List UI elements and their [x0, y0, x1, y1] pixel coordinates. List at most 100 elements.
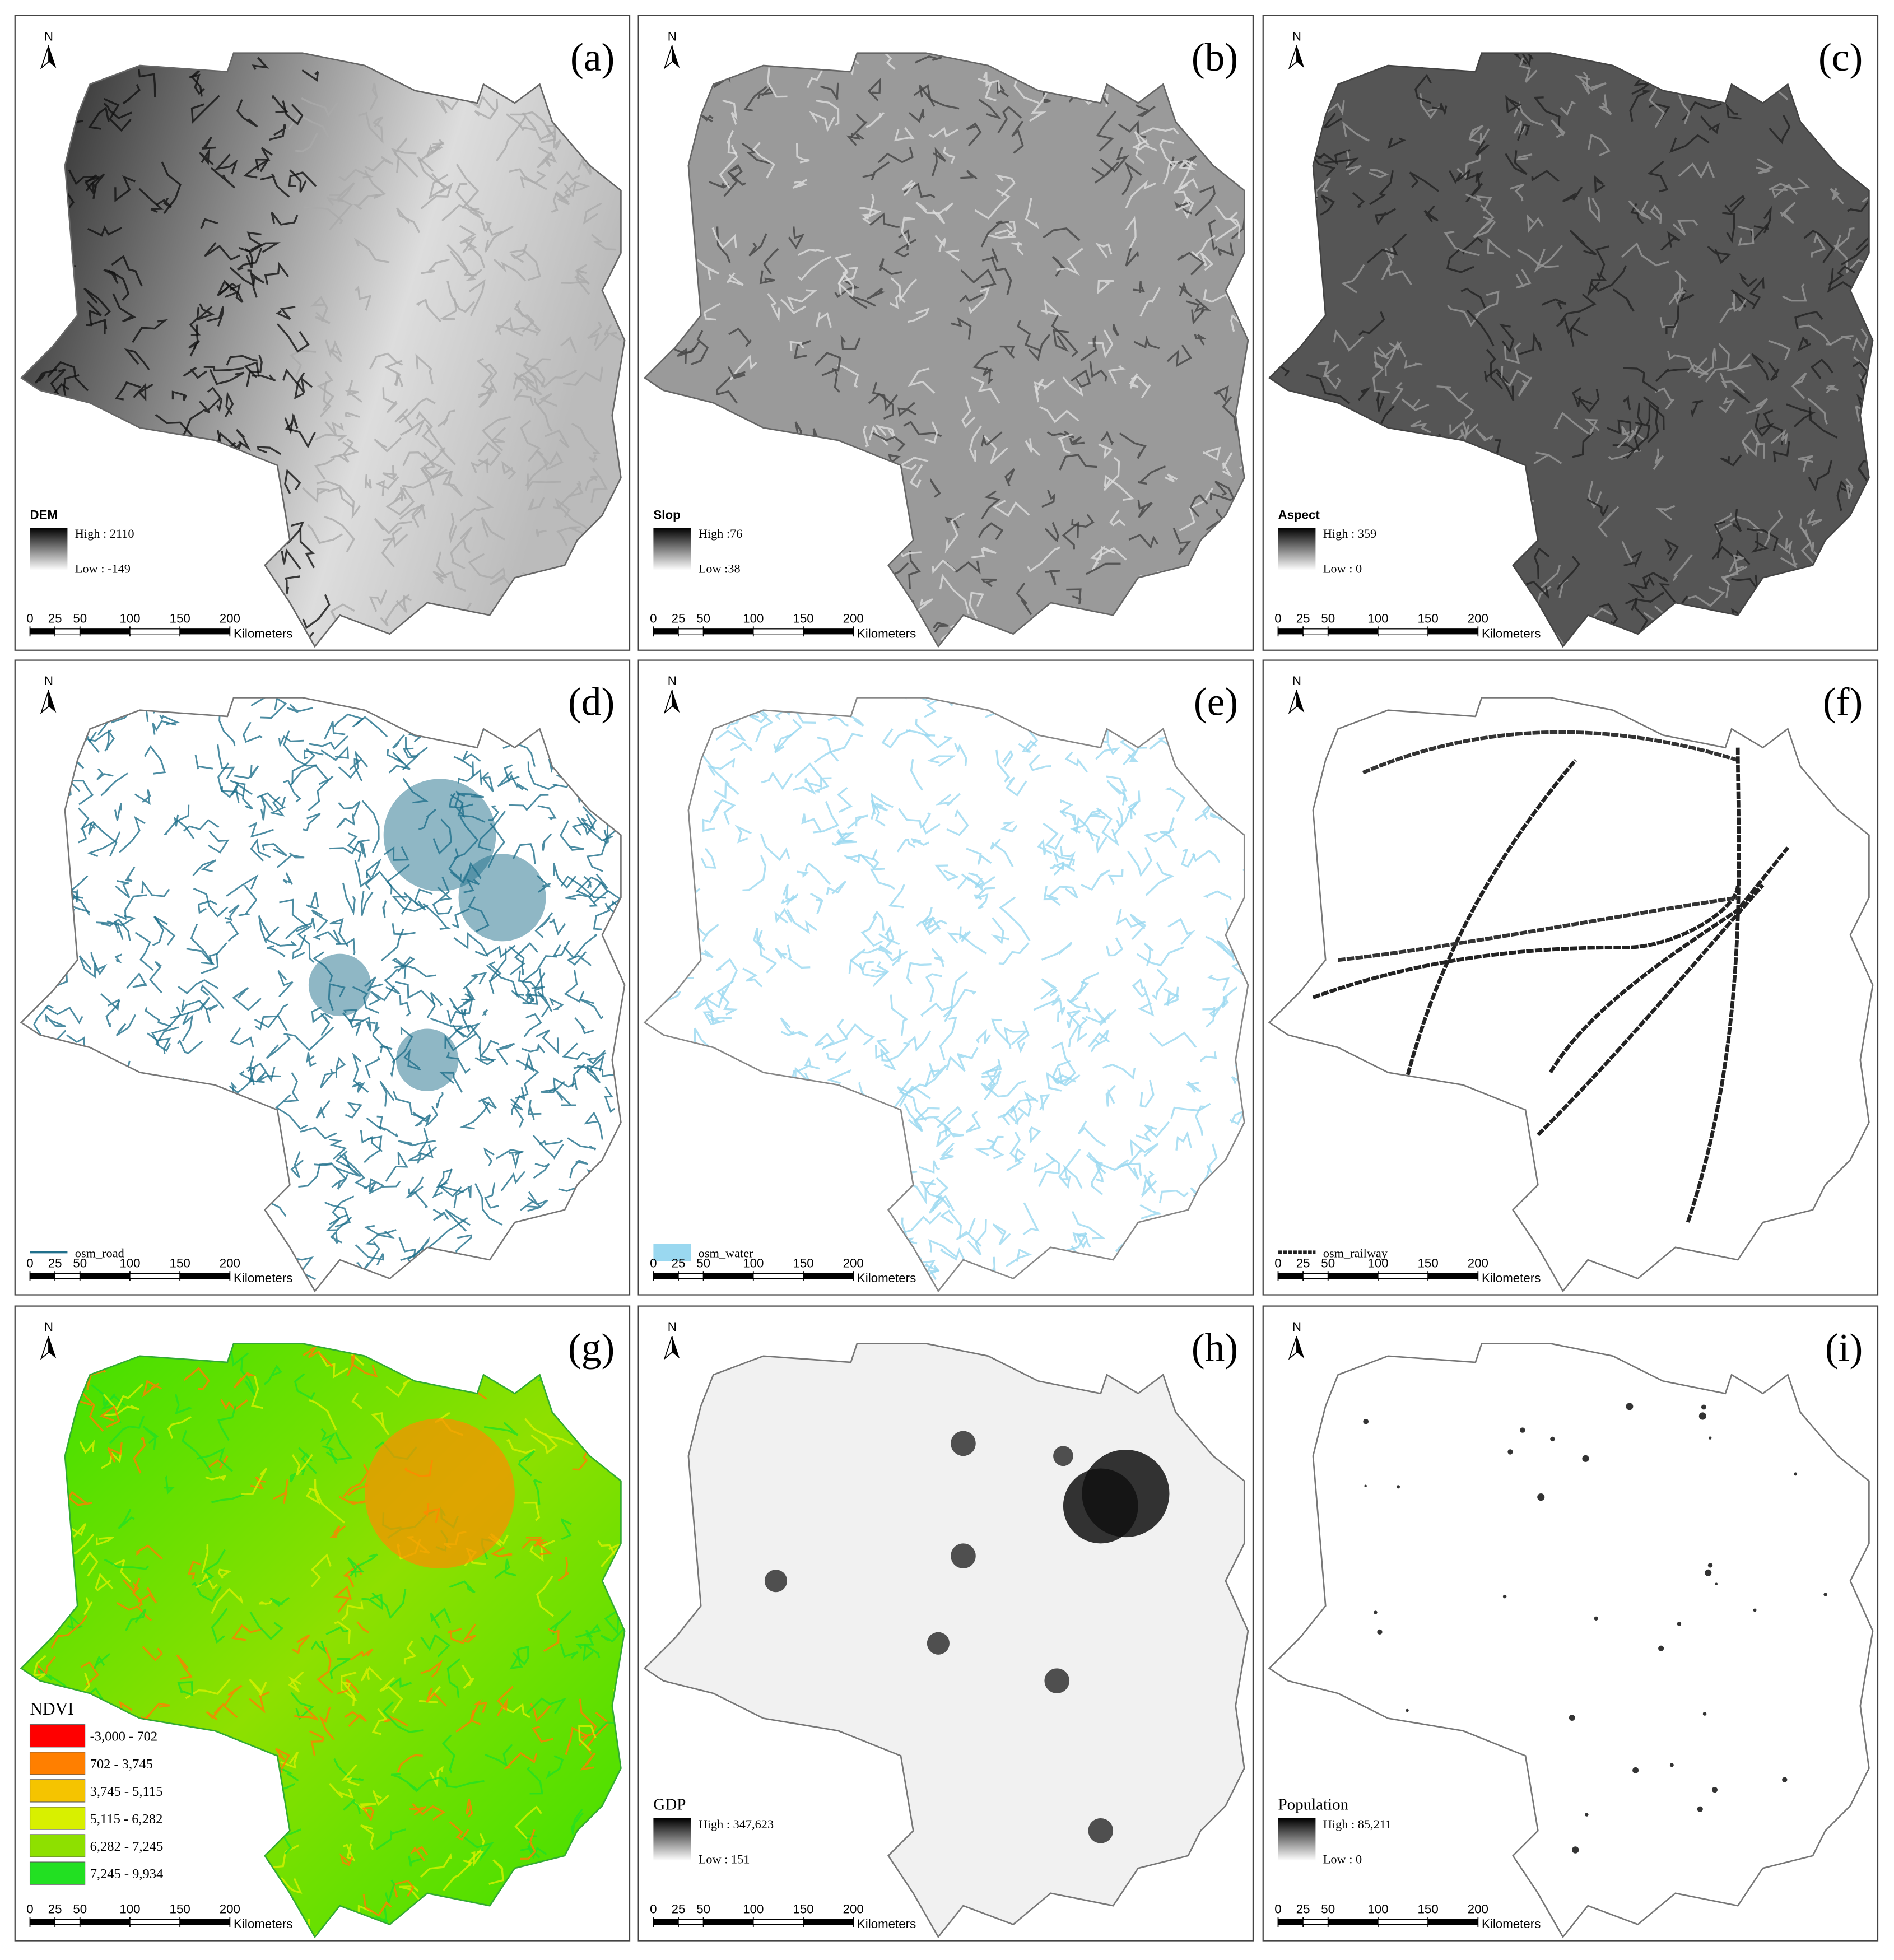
texture-stroke: [1474, 140, 1490, 156]
texture-stroke: [690, 330, 709, 366]
texture-stroke: [881, 728, 911, 749]
texture-stroke: [87, 225, 122, 237]
texture-stroke: [303, 1346, 333, 1367]
texture-stroke: [236, 248, 263, 271]
texture-stroke: [826, 1051, 847, 1064]
texture-stroke: [34, 369, 57, 384]
scale-segment: [1302, 1273, 1329, 1279]
texture-stroke: [369, 589, 388, 612]
texture-stroke: [266, 1035, 291, 1059]
texture-stroke: [1436, 385, 1460, 402]
texture-stroke: [354, 860, 373, 888]
texture-stroke: [1135, 104, 1156, 117]
north-arrow: [663, 1335, 673, 1360]
scale-segment: [803, 1273, 854, 1279]
texture-stroke: [1174, 201, 1193, 215]
scale-label: 200: [843, 1902, 864, 1916]
texture-stroke: [1562, 187, 1583, 202]
texture-stroke: [380, 928, 404, 961]
texture-stroke: [925, 973, 942, 1002]
texture-stroke: [1414, 73, 1432, 104]
texture-stroke: [465, 1799, 473, 1818]
texture-stroke: [477, 384, 494, 399]
north-arrow: [48, 45, 57, 68]
texture-dot: [1715, 1582, 1718, 1585]
scale-label: 25: [672, 1902, 686, 1916]
texture-stroke: [152, 720, 176, 735]
texture-stroke: [1423, 205, 1439, 222]
texture-stroke: [114, 381, 142, 401]
legend-class-label: 6,282 - 7,245: [90, 1839, 164, 1854]
texture-stroke: [234, 765, 259, 779]
texture-stroke: [728, 327, 752, 347]
texture-stroke: [1098, 443, 1113, 460]
north-arrow: [40, 690, 49, 714]
texture-stroke: [899, 1077, 927, 1121]
texture-stroke: [452, 1022, 481, 1039]
texture-stroke: [86, 729, 112, 753]
texture-stroke: [1833, 244, 1872, 274]
texture-stroke: [1468, 128, 1490, 146]
texture-stroke: [571, 1808, 584, 1835]
texture-stroke: [355, 716, 388, 738]
texture-stroke: [1588, 133, 1611, 157]
texture-stroke: [913, 84, 936, 107]
texture-stroke: [432, 551, 448, 581]
rail-line: [1686, 747, 1741, 1223]
texture-stroke: [453, 1185, 472, 1209]
scale-segment: [1277, 1919, 1304, 1925]
texture-stroke: [264, 262, 290, 285]
texture-stroke: [1755, 413, 1775, 437]
texture-stroke: [363, 1178, 384, 1193]
texture-stroke: [1432, 103, 1448, 116]
texture-stroke: [1049, 861, 1065, 870]
texture-stroke: [1076, 1232, 1087, 1249]
texture-stroke: [432, 900, 453, 915]
texture-stroke: [420, 258, 450, 274]
texture-stroke: [1845, 478, 1854, 499]
texture-stroke: [192, 1582, 222, 1603]
legend-class-label: 7,245 - 9,934: [90, 1866, 164, 1882]
texture-stroke: [1779, 201, 1796, 224]
texture-stroke: [1136, 946, 1184, 967]
panel-label: (h): [1192, 1326, 1238, 1370]
texture: [1312, 730, 1790, 1223]
texture-stroke: [257, 446, 281, 455]
texture-stroke: [1500, 366, 1532, 387]
texture-stroke: [161, 161, 182, 215]
texture-stroke: [1029, 91, 1049, 122]
texture-stroke: [512, 1645, 529, 1666]
scale-label: 200: [220, 1256, 240, 1270]
texture-stroke: [1127, 1149, 1142, 1180]
north-arrow: [1296, 1336, 1305, 1359]
legend-item: osm_road: [75, 1246, 124, 1260]
texture-stroke: [527, 1191, 548, 1208]
texture-stroke: [422, 902, 451, 930]
texture-stroke: [468, 279, 486, 316]
texture-stroke: [248, 821, 274, 838]
texture-stroke: [449, 1821, 469, 1841]
scale-segment: [1277, 628, 1304, 635]
texture-stroke: [1826, 384, 1839, 394]
texture-stroke: [814, 352, 841, 372]
texture-stroke: [901, 180, 916, 197]
texture-stroke: [1208, 219, 1218, 251]
texture-stroke: [1191, 298, 1212, 325]
texture-stroke: [763, 248, 779, 274]
texture-stroke: [816, 312, 832, 328]
texture-stroke: [795, 143, 810, 164]
texture-stroke: [342, 1799, 361, 1814]
texture-stroke: [888, 884, 905, 909]
texture-dot: [1396, 1485, 1400, 1489]
texture-stroke: [416, 411, 438, 448]
texture-stroke: [45, 1013, 66, 1027]
texture-stroke: [1749, 276, 1765, 310]
texture-stroke: [437, 409, 455, 427]
texture-stroke: [392, 923, 416, 935]
texture-stroke: [136, 1544, 163, 1560]
texture-stroke: [1391, 382, 1404, 404]
texture-stroke: [322, 1445, 338, 1465]
texture-stroke: [566, 951, 592, 966]
texture-stroke: [1533, 547, 1550, 580]
